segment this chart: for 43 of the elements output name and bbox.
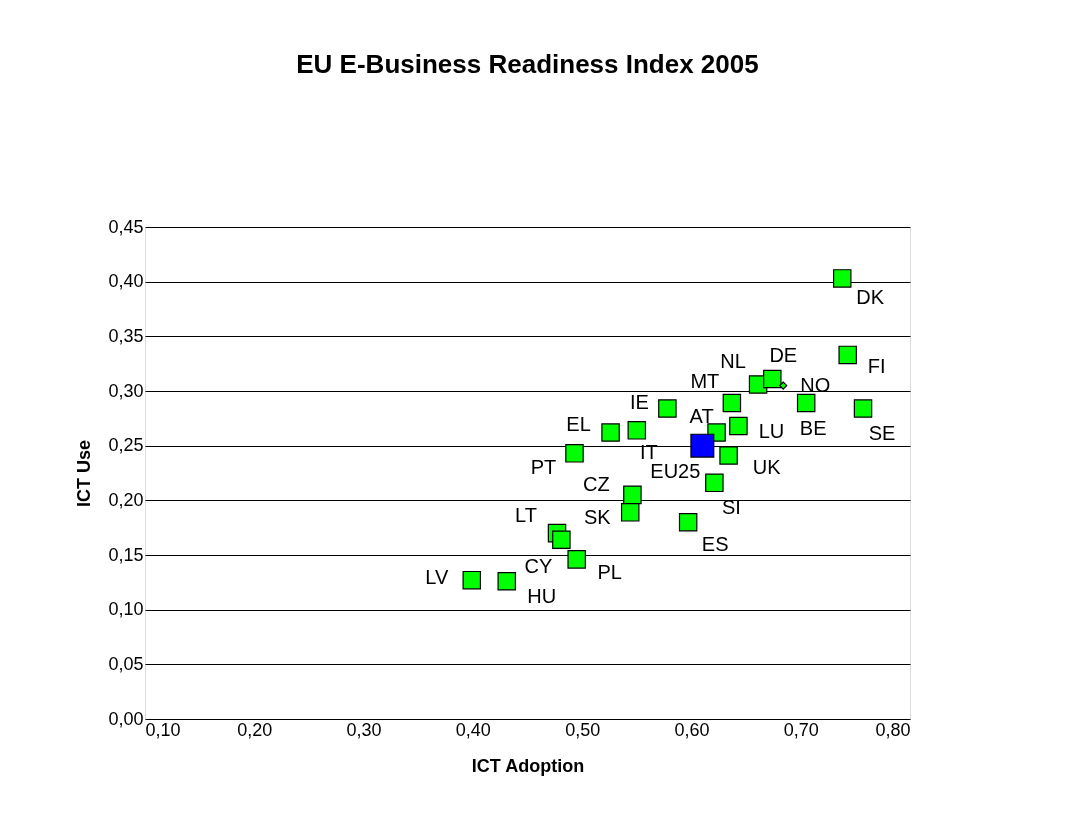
- y-tick-label: 0,00: [108, 708, 144, 729]
- chart-title: EU E-Business Readiness Index 2005: [296, 49, 759, 79]
- annotation: MT: [690, 370, 720, 393]
- annotation: SE: [868, 422, 896, 445]
- annotation: EL: [566, 412, 591, 435]
- x-tick-label: 0,60: [674, 719, 710, 740]
- y-tick-label: 0,20: [108, 489, 144, 510]
- x-tick-label: 0,40: [455, 719, 491, 740]
- annotation: PT: [530, 456, 557, 479]
- y-tick-label: 0,15: [108, 544, 144, 565]
- x-tick-label: 0,80: [875, 719, 911, 740]
- annotation: UK: [752, 455, 782, 478]
- annotation: LV: [425, 566, 449, 589]
- x-tick-label: 0,10: [145, 719, 181, 740]
- y-tick-label: 0,40: [108, 271, 144, 292]
- annotation: EU25: [650, 459, 701, 482]
- annotation: LT: [515, 504, 537, 527]
- y-tick-label: 0,10: [108, 599, 144, 620]
- y-tick-label: 0,05: [108, 653, 144, 674]
- y-tick-label: 0,30: [108, 380, 144, 401]
- annotation: PL: [597, 561, 622, 584]
- annotation: FI: [867, 354, 886, 377]
- annotation: CZ: [583, 472, 610, 495]
- annotation: LU: [758, 419, 785, 442]
- y-axis-title: ICT Use: [74, 439, 95, 508]
- annotation: SK: [583, 506, 612, 529]
- annotation: AT: [689, 404, 714, 427]
- x-axis-title: ICT Adoption: [471, 755, 585, 776]
- annotation: ES: [701, 533, 729, 556]
- x-tick-label: 0,30: [346, 719, 382, 740]
- x-tick-label: 0,70: [783, 719, 819, 740]
- annotation: NL: [720, 350, 746, 373]
- annotation: BE: [799, 417, 827, 440]
- y-tick-label: 0,25: [108, 435, 144, 456]
- y-tick-label: 0,35: [108, 325, 144, 346]
- annotation: DE: [769, 343, 798, 366]
- annotation: DK: [856, 286, 885, 309]
- x-tick-label: 0,20: [237, 719, 273, 740]
- y-tick-label: 0,45: [108, 216, 144, 237]
- x-tick-label: 0,50: [565, 719, 601, 740]
- annotation: HU: [527, 585, 557, 608]
- annotation: CY: [524, 554, 553, 577]
- annotation: IE: [629, 391, 649, 414]
